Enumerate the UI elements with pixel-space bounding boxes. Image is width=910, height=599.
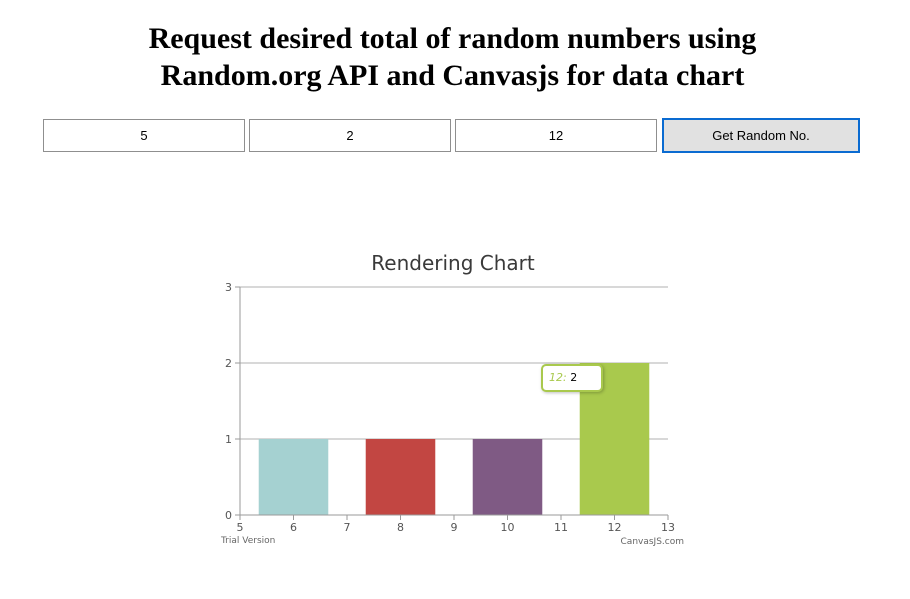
get-random-button[interactable]: Get Random No. — [662, 118, 860, 153]
chart-container: Rendering Chart 0 1 2 3 5 6 7 8 9 10 11 12 13 Trial … — [215, 245, 695, 555]
watermark-trial: Trial Version — [220, 536, 275, 546]
x-tick-label: 7 — [344, 521, 351, 534]
x-tick-label: 8 — [397, 521, 404, 534]
x-tick-label: 10 — [501, 521, 515, 534]
y-tick-label: 0 — [225, 509, 232, 522]
controls-row: Get Random No. — [43, 118, 861, 153]
tooltip-label: 12: — [549, 371, 567, 384]
max-value-input[interactable] — [455, 119, 657, 152]
bar — [472, 439, 543, 515]
x-tick-label: 11 — [554, 521, 568, 534]
y-tick-label: 3 — [225, 281, 232, 294]
x-tick-label: 13 — [661, 521, 675, 534]
tooltip-value: 2 — [570, 371, 578, 384]
bar — [365, 439, 436, 515]
bar — [258, 439, 329, 515]
watermark-canvasjs: CanvasJS.com — [621, 537, 684, 547]
chart-tooltip: 12: 2 — [541, 364, 603, 392]
x-tick-label: 5 — [237, 521, 244, 534]
min-value-input[interactable] — [249, 119, 451, 152]
x-tick-label: 6 — [290, 521, 297, 534]
x-tick-label: 12 — [608, 521, 622, 534]
page-title: Request desired total of random numbers … — [0, 20, 905, 94]
total-count-input[interactable] — [43, 119, 245, 152]
chart-title: Rendering Chart — [371, 251, 535, 275]
y-tick-label: 2 — [225, 357, 232, 370]
page-title-line-2: Random.org API and Canvasjs for data cha… — [160, 59, 745, 92]
y-tick-label: 1 — [225, 433, 232, 446]
page-title-line-1: Request desired total of random numbers … — [148, 22, 757, 55]
x-tick-label: 9 — [451, 521, 458, 534]
